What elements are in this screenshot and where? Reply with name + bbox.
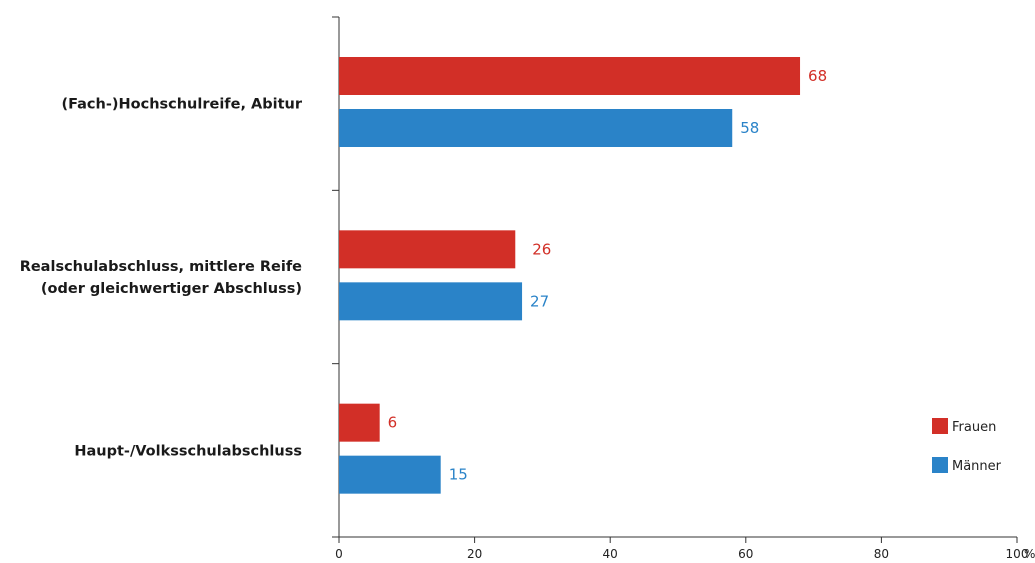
data-label: 58 [740, 119, 759, 137]
x-tick-label: 40 [603, 547, 618, 561]
legend-label: Männer [952, 459, 1002, 474]
legend-swatch [932, 418, 948, 434]
x-tick-label: 80 [874, 547, 889, 561]
bar-männer [339, 109, 733, 147]
chart-axes: 0 20 40 60 80 100% [332, 16, 1035, 561]
bar-frauen [339, 403, 380, 442]
category-label: Haupt-/Volksschulabschluss [74, 443, 302, 459]
category-label: (Fach-)Hochschulreife, Abitur [61, 97, 302, 113]
data-label: 26 [532, 240, 551, 258]
x-tick-label: 20 [467, 547, 482, 561]
x-axis-unit: % [1024, 547, 1035, 561]
legend-swatch [932, 457, 948, 473]
data-label: 15 [449, 466, 468, 484]
data-label: 6 [388, 414, 398, 432]
category-label: Realschulabschluss, mittlere Reife [20, 259, 302, 275]
chart-labels: 68 58 (Fach-)Hochschulreife, Abitur 26 27 Rea… [20, 67, 827, 484]
bar-männer [339, 455, 441, 494]
chart-legend: Frauen Männer [932, 418, 1002, 474]
category-label: (oder gleichwertiger Abschluss) [41, 281, 302, 297]
x-tick-label: 0 [335, 547, 343, 561]
x-tick-label: 60 [738, 547, 753, 561]
bar-männer [339, 282, 523, 321]
chart-bars [339, 57, 801, 494]
bar-frauen [339, 230, 516, 269]
legend-label: Frauen [952, 420, 996, 435]
data-label: 27 [530, 292, 549, 310]
bar-frauen [339, 57, 801, 95]
x-tick-label: 100 [1006, 547, 1029, 561]
data-label: 68 [808, 67, 827, 85]
